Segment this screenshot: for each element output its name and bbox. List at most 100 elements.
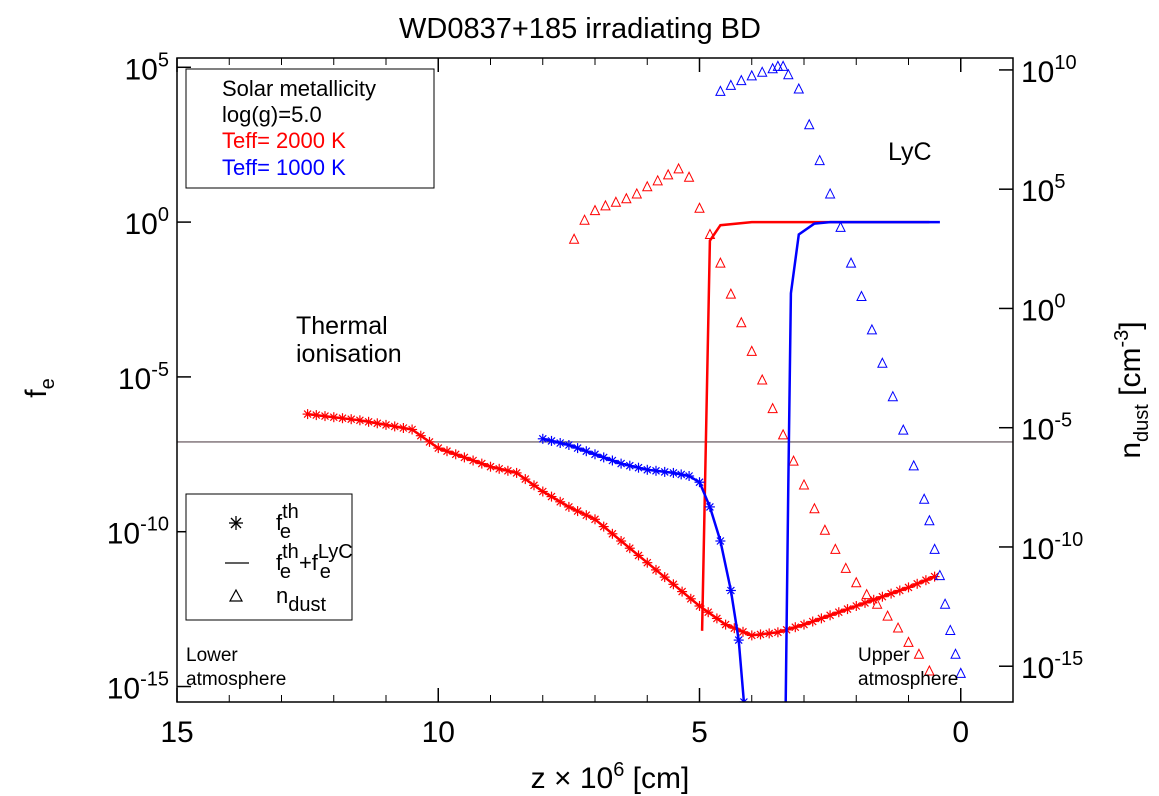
fe-th-point-teff1000 (616, 458, 627, 469)
annotation-lower-atmosphere: atmosphere (186, 669, 286, 690)
asterisk-stroke (852, 602, 861, 610)
asterisk-stroke (834, 608, 843, 617)
fe-th-point-teff1000 (651, 465, 661, 476)
asterisk-stroke (660, 573, 669, 582)
x-tick-label: 10 (422, 716, 455, 749)
fe-th-point-teff1000 (537, 433, 548, 444)
asterisk-stroke (716, 537, 725, 545)
y-right-tick-label: 105 (1021, 171, 1066, 208)
fe-th-point-teff2000 (651, 564, 661, 575)
fe-th-point-teff1000 (624, 460, 635, 471)
n-dust-point-teff1000 (783, 68, 794, 80)
n-dust-point-teff2000 (892, 621, 904, 633)
y-right-tick-label: 10-10 (1021, 529, 1083, 566)
fe-th-point-teff1000 (684, 471, 695, 481)
asterisk-stroke (669, 580, 678, 589)
fe-th-point-teff2000 (302, 409, 313, 420)
fe-th-point-teff2000 (433, 443, 444, 454)
fe-th-point-teff2000 (746, 630, 757, 641)
asterisk-stroke (434, 444, 443, 453)
fe-th-point-teff2000 (337, 413, 348, 424)
asterisk-stroke (765, 629, 774, 638)
n-dust-point-teff2000 (861, 588, 873, 600)
fe-th-point-teff2000 (529, 480, 539, 491)
n-dust-point-teff1000 (897, 423, 909, 435)
fe-th-point-teff1000 (563, 440, 574, 450)
fe-th-point-teff1000 (733, 635, 744, 646)
asterisk-stroke (930, 572, 939, 581)
asterisk-stroke (634, 463, 643, 472)
y-left-tick-label: 10-5 (118, 359, 169, 396)
fe-th-point-teff2000 (799, 619, 809, 630)
fe-th-point-teff2000 (494, 463, 505, 474)
fe-th-point-teff2000 (572, 506, 583, 517)
y-right-tick-label-exp: 10 (1054, 52, 1076, 74)
y-right-label-unit-exp: -3 (1111, 330, 1133, 348)
x-label-prefix: z × 10 (531, 762, 614, 795)
legend-triangle-icon (228, 588, 244, 602)
y-left-tick-label: 105 (125, 49, 170, 86)
y-right-tick-label-exp: -15 (1054, 648, 1083, 670)
asterisk-stroke (564, 502, 573, 511)
legend-fe-total-sup2: LyC (318, 541, 353, 563)
fe-th-point-teff2000 (807, 616, 818, 627)
y-left-tick-label: 100 (125, 204, 170, 241)
asterisk-stroke (739, 627, 747, 636)
y-right-label-unit-post: ] (1114, 321, 1147, 329)
info-teff-2000: Teff= 2000 K (222, 128, 346, 153)
legend-fe-total: fth e +fLyC e (276, 541, 353, 583)
y-left-tick-label-base: 10 (107, 673, 140, 706)
n-dust-point-teff2000 (788, 454, 799, 466)
fe-th-point-teff2000 (546, 491, 557, 502)
asterisk-stroke (721, 620, 730, 629)
fe-th-point-teff2000 (894, 585, 905, 596)
n-dust-point-teff2000 (673, 162, 684, 174)
asterisk-stroke (739, 698, 745, 702)
n-dust-point-teff1000 (950, 648, 961, 659)
n-dust-point-teff1000 (835, 221, 846, 232)
fe-th-point-teff1000 (633, 462, 644, 473)
asterisk-stroke (747, 631, 756, 640)
fe-th-point-teff2000 (346, 414, 357, 425)
asterisk-stroke (878, 592, 887, 601)
x-tick-label: 5 (691, 716, 708, 749)
n-dust-point-teff2000 (694, 202, 705, 213)
y-right-tick-label-base: 10 (1021, 533, 1054, 566)
fe-th-point-teff2000 (520, 474, 531, 485)
fe-th-point-teff2000 (502, 465, 513, 476)
n-dust-point-teff2000 (641, 180, 653, 192)
asterisk-stroke (425, 437, 434, 446)
x-axis-label: z × 106 [cm] (531, 759, 690, 795)
y-right-tick-label-base: 10 (1021, 652, 1054, 685)
asterisk-stroke (677, 470, 686, 479)
fe-th-point-teff2000 (590, 514, 600, 525)
asterisk-stroke (608, 529, 617, 538)
fe-th-point-teff2000 (711, 613, 722, 624)
legend-fe-total-base1: f (276, 550, 283, 575)
legend-n-dust-base: n (276, 583, 288, 608)
asterisk-stroke (512, 468, 521, 477)
fe-th-point-teff2000 (877, 591, 888, 602)
fe-th-point-teff2000 (607, 528, 618, 539)
asterisk-stroke (530, 481, 538, 490)
n-dust-point-teff2000 (610, 196, 622, 207)
n-dust-point-teff2000 (746, 345, 758, 356)
asterisk-stroke (608, 456, 617, 465)
asterisk-stroke (817, 614, 826, 623)
svg-text:ndust [cm-3]: ndust [cm-3] (1111, 321, 1153, 458)
asterisk-stroke (921, 576, 930, 585)
legend-fe-total-sub1: e (280, 561, 291, 583)
asterisk-stroke (556, 497, 565, 506)
fe-th-point-teff2000 (764, 628, 775, 639)
n-dust-point-teff2000 (579, 214, 590, 225)
asterisk-stroke (460, 453, 469, 462)
asterisk-stroke (808, 617, 817, 626)
fe-th-point-teff1000 (546, 435, 557, 446)
asterisk-stroke (869, 595, 878, 604)
fe-th-point-teff2000 (328, 412, 339, 423)
asterisk-stroke (573, 507, 582, 516)
y-left-label-sub: e (37, 378, 59, 389)
fe-th-point-teff2000 (659, 572, 670, 583)
y-right-tick-label-base: 10 (1021, 56, 1054, 89)
